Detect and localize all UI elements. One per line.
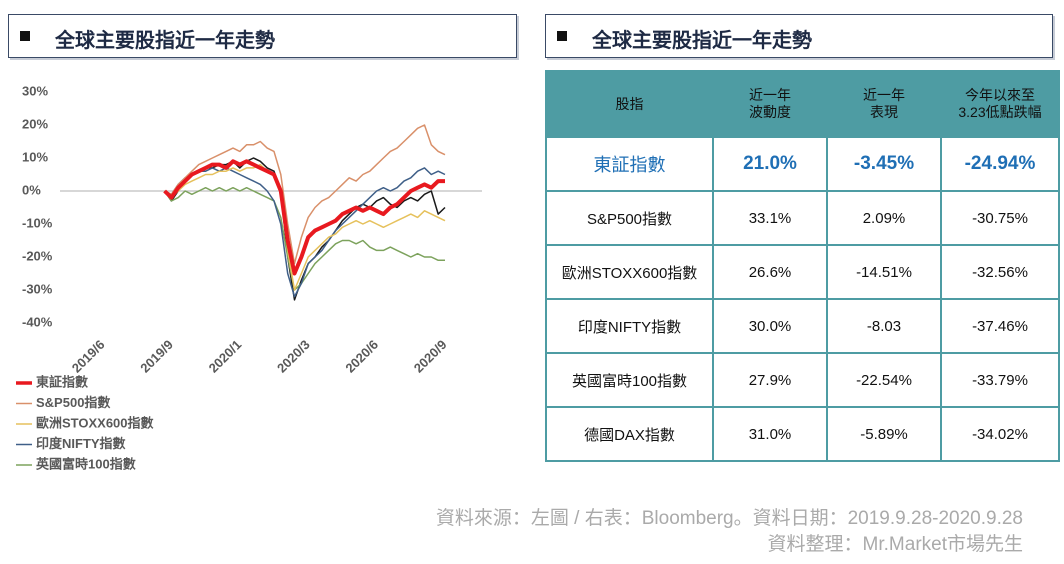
- left-title: 全球主要股指近一年走勢: [55, 30, 275, 52]
- table-row: 德國DAX指數 31.0% -5.89% -34.02%: [545, 406, 1060, 462]
- left-header: 全球主要股指近一年走勢: [8, 14, 517, 58]
- summary-table: 股指 近一年 波動度 近一年 表現 今年以來至 3.23低點跌幅 東証指數 21.0% -3.45…: [545, 70, 1060, 462]
- header-text: 今年以來至: [965, 87, 1035, 103]
- legend-label: 歐洲STOXX600指數: [36, 415, 154, 430]
- bullet: [557, 31, 567, 41]
- header-row: 股指 近一年 波動度 近一年 表現 今年以來至 3.23低點跌幅: [545, 70, 1060, 138]
- table-cell: -14.51%: [826, 244, 942, 300]
- legend-label: 東証指數: [36, 374, 88, 389]
- series-line: [163, 159, 445, 276]
- series-line: [163, 186, 445, 291]
- table-cell: -30.75%: [940, 190, 1060, 246]
- table-row: 英國富時100指數 27.9% -22.54% -33.79%: [545, 352, 1060, 408]
- header-text: 股指: [615, 95, 644, 112]
- table-cell: 27.9%: [712, 352, 828, 408]
- header-text: 3.23低點跌幅: [958, 104, 1042, 120]
- table-cell: 33.1%: [712, 190, 828, 246]
- y-tick-label: -10%: [22, 215, 53, 230]
- table-row: 東証指數 21.0% -3.45% -24.94%: [545, 136, 1060, 192]
- legend-label: S&P500指數: [36, 395, 110, 410]
- y-tick-label: -30%: [22, 281, 53, 296]
- x-tick-label: 2019/6: [69, 337, 108, 376]
- legend-label: 英國富時100指數: [35, 456, 136, 471]
- table-cell: 歐洲STOXX600指數: [545, 244, 714, 300]
- table-cell: -33.79%: [940, 352, 1060, 408]
- series-line: [164, 163, 446, 291]
- source-line: 資料來源：左圖 / 右表：Bloomberg。資料日期：2019.9.28-20…: [435, 508, 1023, 529]
- table-cell: 東証指數: [545, 136, 714, 192]
- x-tick-label: 2019/9: [137, 337, 176, 376]
- table-cell: 印度NIFTY指數: [545, 298, 714, 354]
- table-cell: 31.0%: [712, 406, 828, 462]
- table-cell: -24.94%: [940, 136, 1060, 192]
- right-title: 全球主要股指近一年走勢: [592, 30, 812, 52]
- header-text: 近一年: [749, 87, 791, 103]
- table-cell: -3.45%: [826, 136, 942, 192]
- x-tick-label: 2020/6: [342, 337, 381, 376]
- table-cell: -5.89%: [826, 406, 942, 462]
- table-row: S&P500指數 33.1% 2.09% -30.75%: [545, 190, 1060, 246]
- x-tick-label: 2020/9: [411, 337, 450, 376]
- table-cell: 德國DAX指數: [545, 406, 714, 462]
- y-tick-label: 0%: [22, 182, 41, 197]
- table-cell: 30.0%: [712, 298, 828, 354]
- series-line: [164, 167, 446, 298]
- header-cell: 近一年 波動度: [712, 70, 828, 138]
- x-tick-label: 2020/3: [274, 337, 313, 376]
- x-tick-label: 2020/1: [206, 337, 245, 376]
- header-text: 表現: [870, 104, 898, 120]
- table-cell: -34.02%: [940, 406, 1060, 462]
- source-line: 資料整理：Mr.Market市場先生: [767, 534, 1023, 555]
- table-cell: S&P500指數: [545, 190, 714, 246]
- table-cell: -8.03: [826, 298, 942, 354]
- table-cell: 英國富時100指數: [545, 352, 714, 408]
- header-text: 近一年: [863, 87, 905, 103]
- table-cell: 21.0%: [712, 136, 828, 192]
- y-tick-label: -40%: [22, 314, 53, 329]
- bullet: [20, 31, 30, 41]
- series-line: [164, 124, 446, 265]
- header-cell: 近一年 表現: [826, 70, 942, 138]
- table-row: 歐洲STOXX600指數 26.6% -14.51% -32.56%: [545, 244, 1060, 300]
- right-header: 全球主要股指近一年走勢: [545, 14, 1053, 58]
- table-row: 印度NIFTY指數 30.0% -8.03 -37.46%: [545, 298, 1060, 354]
- y-tick-label: -20%: [22, 248, 53, 263]
- header-text: 波動度: [749, 104, 791, 120]
- table-cell: -37.46%: [940, 298, 1060, 354]
- table-cell: 26.6%: [712, 244, 828, 300]
- y-tick-label: 20%: [22, 116, 48, 131]
- legend-label: 印度NIFTY指數: [36, 436, 126, 451]
- table-cell: 2.09%: [826, 190, 942, 246]
- table-cell: -32.56%: [940, 244, 1060, 300]
- y-tick-label: 10%: [22, 149, 48, 164]
- chart: 30% 20% 10% 0% -10% -20% -30% -40% 2019/6 2019/9 2…: [16, 83, 482, 471]
- table-cell: -22.54%: [826, 352, 942, 408]
- header-cell: 今年以來至 3.23低點跌幅: [940, 70, 1060, 138]
- y-tick-label: 30%: [22, 83, 48, 98]
- header-cell: 股指: [545, 70, 714, 138]
